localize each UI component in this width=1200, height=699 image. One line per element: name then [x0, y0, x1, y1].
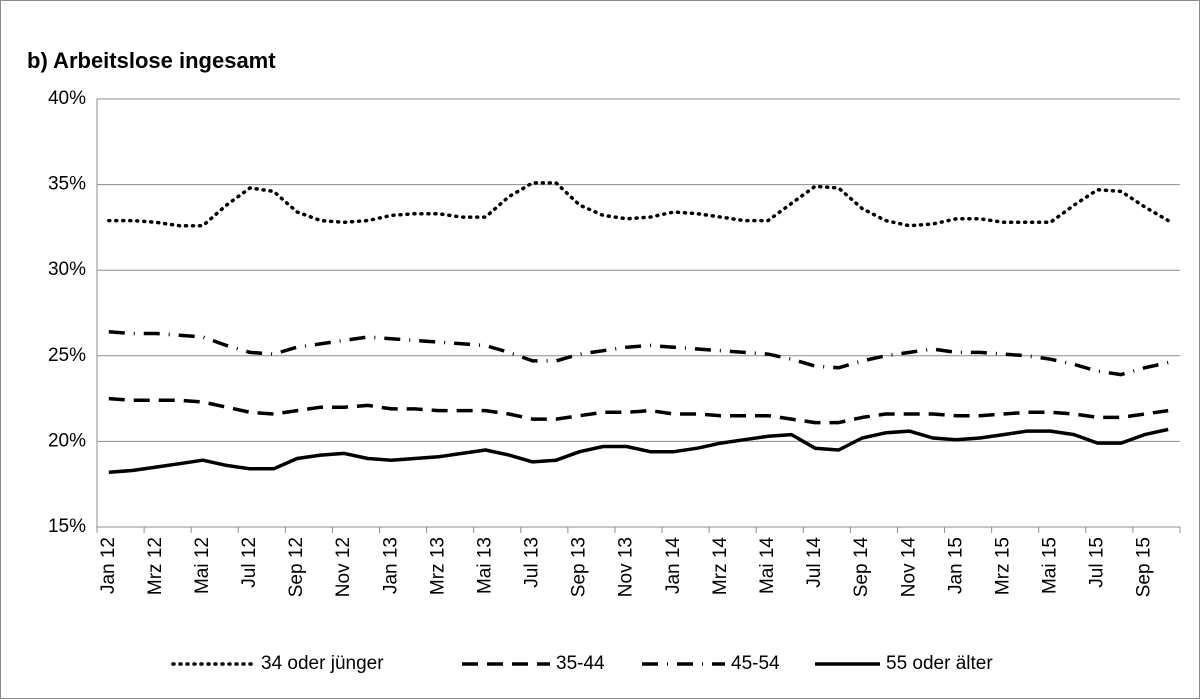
chart-title: b) Arbeitslose ingesamt	[27, 48, 276, 73]
x-tick-label: Mrz 14	[710, 537, 731, 596]
x-tick-label: Jan 12	[98, 537, 119, 594]
x-tick-label: Mai 15	[1040, 537, 1061, 594]
x-tick-label: Mrz 13	[427, 537, 448, 595]
y-tick-label: 40%	[48, 88, 86, 109]
series-line	[107, 181, 1170, 228]
x-tick-label: Jul 12	[239, 537, 260, 588]
x-tick-label: Sep 15	[1134, 537, 1155, 597]
legend-label: 35-44	[556, 653, 605, 674]
x-tick-label: Jul 14	[804, 537, 825, 588]
x-tick-label: Jul 13	[522, 537, 543, 588]
series-line	[108, 330, 1169, 377]
series-line	[108, 396, 1169, 425]
series-line	[108, 427, 1169, 474]
y-tick-label: 35%	[48, 174, 86, 195]
y-tick-label: 20%	[48, 430, 86, 451]
x-tick-label: Nov 13	[616, 537, 637, 597]
y-tick-label: 25%	[48, 345, 86, 366]
x-tick-label: Mrz 12	[145, 537, 166, 595]
x-tick-label: Jan 15	[945, 537, 966, 594]
legend-label: 34 oder jünger	[261, 653, 384, 674]
legend-label: 45-54	[731, 653, 780, 674]
legend-label: 55 oder älter	[886, 653, 993, 674]
x-tick-label: Nov 12	[333, 537, 354, 597]
x-tick-label: Mai 13	[474, 537, 495, 594]
x-tick-label: Jan 13	[380, 537, 401, 594]
x-tick-label: Sep 14	[851, 537, 872, 598]
x-tick-label: Sep 13	[569, 537, 590, 597]
x-tick-label: Sep 12	[286, 537, 307, 597]
x-tick-label: Mai 14	[757, 537, 778, 594]
y-tick-label: 15%	[48, 516, 86, 537]
x-tick-label: Mrz 15	[992, 537, 1013, 595]
x-tick-label: Mai 12	[192, 537, 213, 594]
x-tick-label: Nov 14	[898, 537, 919, 598]
x-tick-label: Jan 14	[663, 537, 684, 594]
x-tick-label: Jul 15	[1087, 537, 1108, 588]
y-tick-label: 30%	[48, 259, 86, 280]
